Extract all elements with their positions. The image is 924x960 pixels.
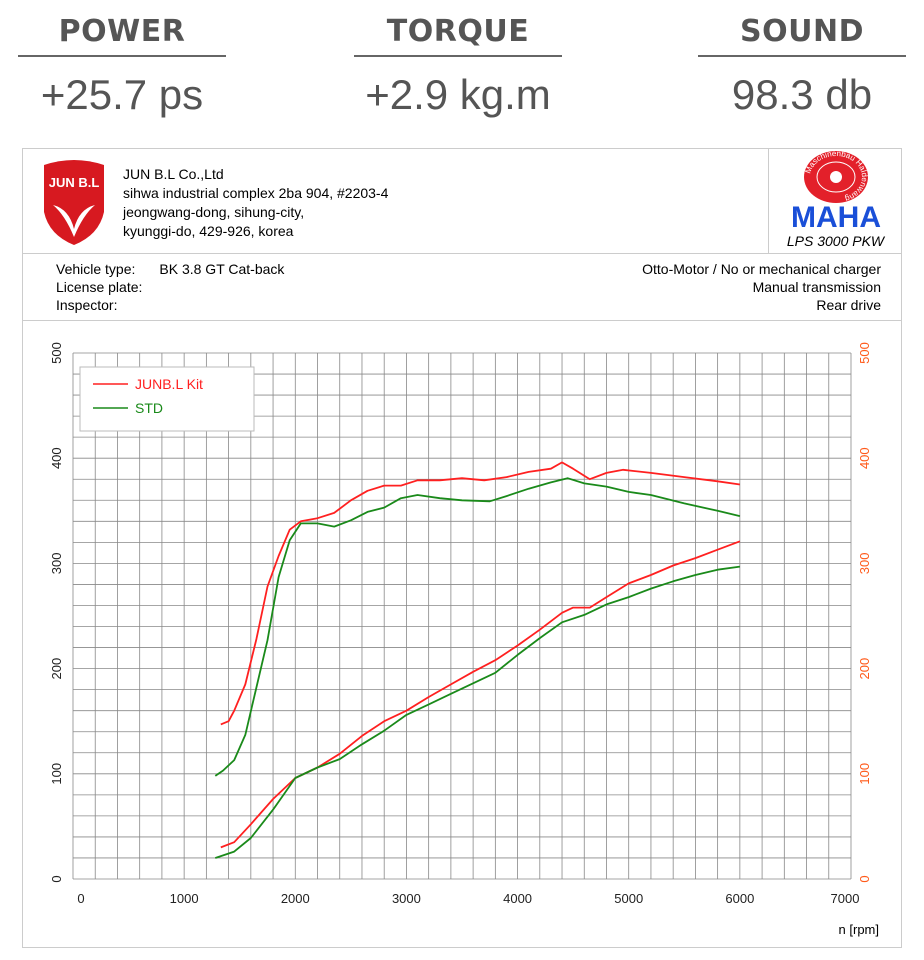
y-tick-left: 100 <box>49 763 64 785</box>
junbl-logo-text: JUN B.L <box>49 175 100 190</box>
maha-logo-text: MAHA <box>791 201 881 231</box>
company-address: JUN B.L Co.,Ltd sihwa industrial complex… <box>123 165 388 241</box>
sheet-header: JUN B.L JUN B.L Co.,Ltd sihwa industrial… <box>23 149 901 254</box>
power-label: POWER <box>18 14 226 57</box>
x-tick: 5000 <box>614 891 643 906</box>
junbl-logo-icon: JUN B.L <box>44 160 104 245</box>
transmission: Manual transmission <box>752 279 881 295</box>
x-axis: 0 1000 2000 3000 4000 5000 6000 7000 <box>77 891 859 906</box>
dyno-sheet: JUN B.L JUN B.L Co.,Ltd sihwa industrial… <box>22 148 902 948</box>
sound-stat: SOUND 98.3 db <box>698 14 906 119</box>
y-tick-right: 100 <box>857 763 872 785</box>
vehicle-info: Vehicle type: BK 3.8 GT Cat-back License … <box>23 254 901 321</box>
series-line-std-power <box>215 565 741 859</box>
series-line-junb-l-kit-power <box>220 540 741 849</box>
x-tick: 7000 <box>831 891 860 906</box>
y-tick-right: 500 <box>857 342 872 364</box>
drive-type: Rear drive <box>816 297 881 313</box>
y-tick-right: 0 <box>857 875 872 882</box>
y-axis-right: 0 100 200 300 400 500 <box>857 342 872 882</box>
address-line: sihwa industrial complex 2ba 904, #2203-… <box>123 185 389 201</box>
legend-label-kit: JUNB.L Kit <box>135 376 203 392</box>
y-tick-left: 500 <box>49 342 64 364</box>
legend-label-std: STD <box>135 400 163 416</box>
engine-type: Otto-Motor / No or mechanical charger <box>642 261 881 277</box>
x-tick: 0 <box>77 891 84 906</box>
y-tick-right: 400 <box>857 447 872 469</box>
vehicle-type-value: BK 3.8 GT Cat-back <box>159 261 285 277</box>
license-plate-label: License plate: <box>56 279 143 295</box>
dyno-chart: 0 100 200 300 400 500 0 100 200 300 400 500 0 1000 2… <box>49 342 879 937</box>
address-line: jeongwang-dong, sihung-city, <box>123 204 305 220</box>
series-line-junb-l-kit <box>220 461 741 726</box>
y-axis-left: 0 100 200 300 400 500 <box>49 342 64 882</box>
legend: JUNB.L Kit STD <box>79 366 255 432</box>
torque-stat: TORQUE +2.9 kg.m <box>354 14 562 119</box>
power-stat: POWER +25.7 ps <box>18 14 226 119</box>
y-tick-left: 0 <box>49 875 64 882</box>
company-name: JUN B.L Co.,Ltd <box>123 166 224 182</box>
maha-logo: Maschinenbau Haldenwang MAHA LPS 3000 PK… <box>768 149 902 253</box>
torque-value: +2.9 kg.m <box>365 71 551 118</box>
torque-label: TORQUE <box>354 14 562 57</box>
series-line-std <box>214 477 741 777</box>
series-lines <box>214 461 741 859</box>
chart-grid <box>72 352 852 880</box>
vehicle-type-label: Vehicle type: <box>56 261 136 277</box>
dyno-model: LPS 3000 PKW <box>786 233 885 249</box>
x-tick: 2000 <box>281 891 310 906</box>
power-value: +25.7 ps <box>40 71 204 118</box>
x-tick: 6000 <box>725 891 754 906</box>
y-tick-left: 200 <box>49 658 64 680</box>
y-tick-right: 200 <box>857 658 872 680</box>
maha-logo-icon: Maschinenbau Haldenwang MAHA <box>791 149 881 234</box>
sound-label: SOUND <box>698 14 906 57</box>
y-tick-left: 300 <box>49 553 64 575</box>
x-tick: 1000 <box>170 891 199 906</box>
x-tick: 3000 <box>392 891 421 906</box>
inspector-label: Inspector: <box>56 297 118 313</box>
x-tick: 4000 <box>503 891 532 906</box>
sound-value: 98.3 db <box>731 71 873 118</box>
address-line: kyunggi-do, 429-926, korea <box>123 223 294 239</box>
y-tick-left: 400 <box>49 447 64 469</box>
y-tick-right: 300 <box>857 553 872 575</box>
x-axis-label: n [rpm] <box>839 922 879 937</box>
